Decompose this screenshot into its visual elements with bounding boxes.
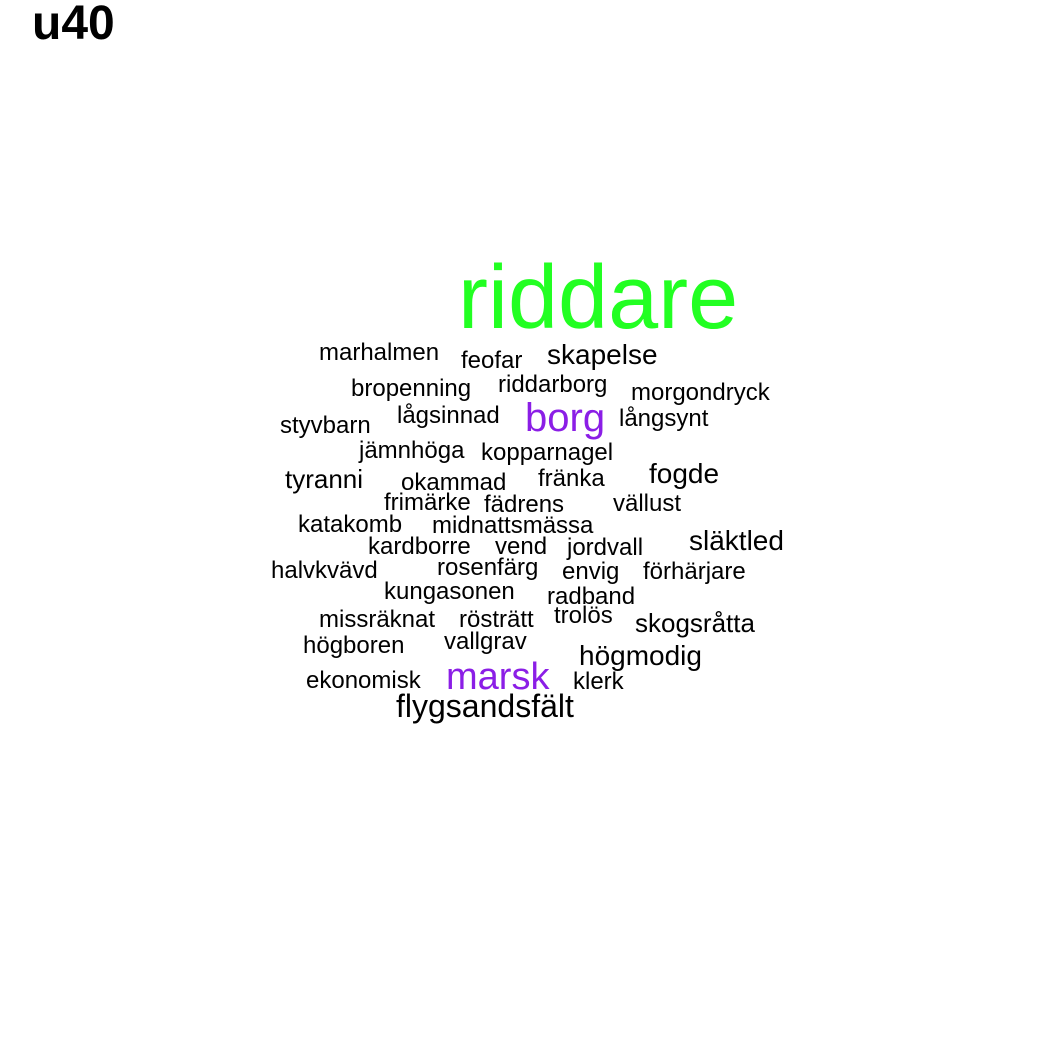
word-kungasonen: kungasonen	[384, 578, 515, 605]
word-fogde: fogde	[649, 458, 720, 489]
word-okammad: okammad	[401, 469, 507, 496]
word-katakomb: katakomb	[298, 511, 403, 538]
word-ekonomisk: ekonomisk	[306, 667, 421, 694]
word-halvkvavd: halvkvävd	[271, 557, 378, 584]
word-slaktled: släktled	[689, 525, 784, 556]
word-trolos: trolös	[554, 602, 613, 629]
word-radband: radband	[547, 583, 636, 610]
word-lagsinnad: lågsinnad	[397, 402, 500, 429]
word-riddarborg: riddarborg	[498, 371, 608, 398]
word-feofar: feofar	[461, 347, 523, 374]
word-skogsratta: skogsråtta	[635, 608, 755, 638]
word-hogmodig: högmodig	[579, 640, 702, 671]
word-flygsandsfalt: flygsandsfält	[396, 688, 574, 724]
word-jordvall: jordvall	[567, 534, 644, 561]
word-forharjare: förhärjare	[643, 558, 746, 585]
word-vallgrav: vallgrav	[444, 628, 527, 655]
word-marsk: marsk	[446, 656, 550, 698]
word-klerk: klerk	[573, 668, 624, 695]
word-borg: borg	[525, 396, 606, 440]
word-jamnhoga: jämnhöga	[359, 437, 465, 464]
word-missraknat: missräknat	[319, 606, 436, 633]
word-styvbarn: styvbarn	[280, 412, 371, 439]
word-frimarke: frimärke	[384, 489, 471, 516]
word-koppamagel: kopparnagel	[481, 439, 614, 466]
word-vend: vend	[495, 533, 548, 560]
word-hogboren: högboren	[303, 632, 405, 659]
word-rostratt: rösträtt	[459, 606, 534, 633]
word-vallust: vällust	[613, 490, 682, 517]
word-bropenning: bropenning	[351, 375, 472, 402]
word-langsynt: långsynt	[619, 405, 709, 432]
word-morgondryck: morgondryck	[631, 379, 770, 406]
word-tyranni: tyranni	[285, 464, 364, 494]
word-envig: envig	[562, 558, 620, 585]
word-rosenfarg: rosenfärg	[437, 554, 539, 581]
word-marhalmen: marhalmen	[319, 339, 440, 366]
word-franka: fränka	[538, 465, 605, 492]
plot-title: u40	[32, 0, 115, 50]
word-fadrens: fädrens	[484, 491, 565, 518]
word-midnattsmassa: midnattsmässa	[432, 512, 594, 539]
word-riddare: riddare	[458, 248, 739, 348]
word-kardborre: kardborre	[368, 533, 471, 560]
word-skapelse: skapelse	[547, 339, 658, 370]
